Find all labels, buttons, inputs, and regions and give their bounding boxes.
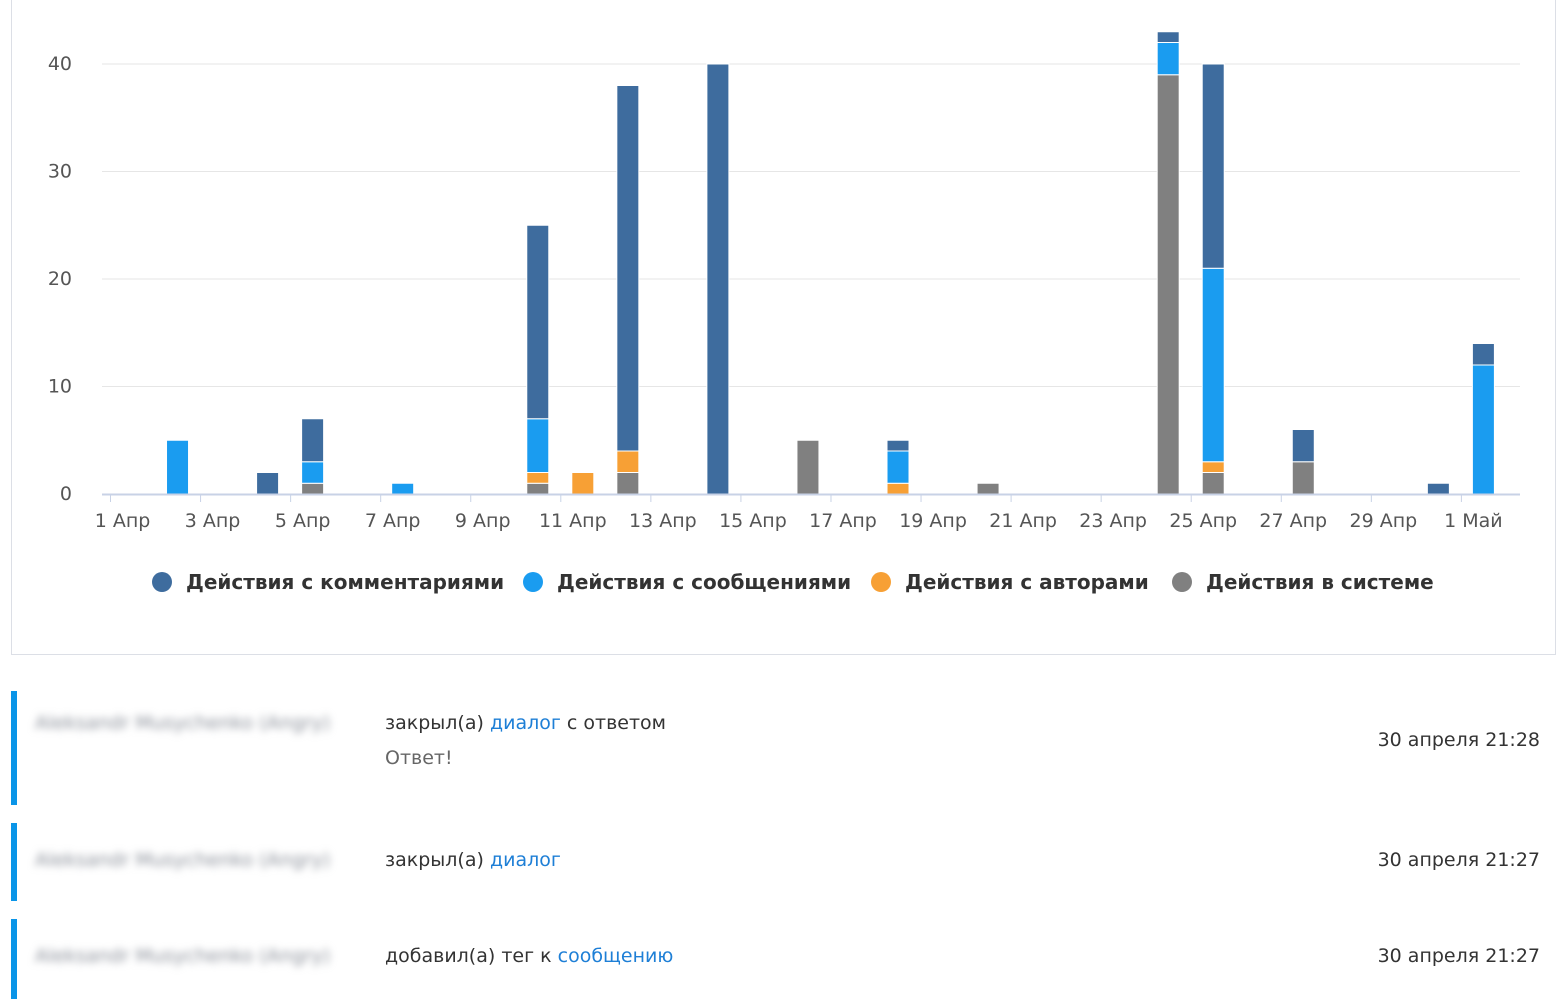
activity-feed-item[interactable]: Aleksandr Musychenko (Angry) закрыл(а) д… xyxy=(11,691,1556,805)
bar-segment xyxy=(1156,74,1180,495)
bar-segment xyxy=(256,472,280,495)
bar-segment xyxy=(1471,343,1495,366)
x-tick-label: 5 Апр xyxy=(275,510,331,532)
legend-label: Действия в системе xyxy=(1206,570,1434,594)
activity-feed-item[interactable]: Aleksandr Musychenko (Angry) добавил(а) … xyxy=(11,919,1556,999)
activity-chart-panel: 0 10 20 30 40 1 Апр 3 Апр 5 Апр 7 Апр 9 Апр 11 Апр… xyxy=(11,0,1556,655)
x-tick-label: 1 Май xyxy=(1444,510,1503,532)
x-tick-label: 15 Апр xyxy=(719,510,787,532)
feed-item-accent-bar xyxy=(11,691,17,805)
feed-action-text: закрыл(а) диалог xyxy=(385,849,561,871)
bar-segment xyxy=(526,224,550,420)
feed-action-verb: закрыл(а) xyxy=(385,849,484,871)
bar-segment xyxy=(1201,472,1225,495)
bar-segment xyxy=(1201,267,1225,463)
feed-user-name[interactable]: Aleksandr Musychenko (Angry) xyxy=(35,945,331,967)
y-tick-label: 20 xyxy=(48,268,72,290)
bar-segment xyxy=(1471,364,1495,495)
bar-segment xyxy=(1201,461,1225,473)
legend-marker xyxy=(152,572,172,592)
feed-action-text: добавил(а) тег к сообщению xyxy=(385,945,673,967)
x-tick-label: 3 Апр xyxy=(185,510,241,532)
feed-action-suffix: с ответом xyxy=(566,712,666,734)
legend-label: Действия с сообщениями xyxy=(557,570,851,594)
feed-item-timestamp: 30 апреля 21:27 xyxy=(1377,945,1540,967)
bar-segment xyxy=(526,472,550,484)
bar-segment xyxy=(886,450,910,484)
feed-user-name[interactable]: Aleksandr Musychenko (Angry) xyxy=(35,849,331,871)
x-tick-label: 17 Апр xyxy=(809,510,877,532)
x-tick-label: 7 Апр xyxy=(365,510,421,532)
bar-segment xyxy=(1156,31,1180,43)
bar-segment xyxy=(301,482,325,495)
bar-segment xyxy=(526,418,550,473)
feed-action-text: закрыл(а) диалог с ответом xyxy=(385,712,666,734)
bar-segment xyxy=(1156,42,1180,76)
bar-segment xyxy=(796,439,820,495)
legend-marker xyxy=(871,572,891,592)
legend-marker xyxy=(523,572,543,592)
bar-segment xyxy=(526,482,550,495)
bar-segment xyxy=(571,472,595,495)
bar-segment xyxy=(301,461,325,484)
activity-feed-item[interactable]: Aleksandr Musychenko (Angry) закрыл(а) д… xyxy=(11,823,1556,901)
x-tick-label: 21 Апр xyxy=(989,510,1057,532)
y-tick-label: 40 xyxy=(48,53,72,75)
feed-dialog-link[interactable]: диалог xyxy=(489,849,561,871)
feed-action-verb: закрыл(а) xyxy=(385,712,484,734)
y-tick-label: 0 xyxy=(60,483,72,505)
bar-segment xyxy=(886,482,910,495)
feed-item-timestamp: 30 апреля 21:27 xyxy=(1377,849,1540,871)
feed-item-accent-bar xyxy=(11,919,17,999)
legend-label: Действия с комментариями xyxy=(186,570,504,594)
x-tick-label: 23 Апр xyxy=(1079,510,1147,532)
feed-action-verb: добавил(а) тег к xyxy=(385,945,552,967)
bar-segment xyxy=(301,418,325,463)
bar-segment xyxy=(976,482,1000,495)
x-tick-label: 27 Апр xyxy=(1259,510,1327,532)
y-tick-label: 30 xyxy=(48,161,72,183)
bar-segment xyxy=(1291,461,1315,495)
x-tick-label: 1 Апр xyxy=(95,510,151,532)
x-tick-label: 25 Апр xyxy=(1169,510,1237,532)
bar-segment xyxy=(886,439,910,452)
feed-message-link[interactable]: сообщению xyxy=(557,945,674,967)
x-tick-label: 11 Апр xyxy=(539,510,607,532)
bar-segment xyxy=(1426,482,1450,495)
feed-dialog-link[interactable]: диалог xyxy=(489,712,561,734)
y-tick-label: 10 xyxy=(48,376,72,398)
feed-item-accent-bar xyxy=(11,823,17,901)
bar-segment xyxy=(166,439,190,495)
legend-marker xyxy=(1172,572,1192,592)
bar-segment xyxy=(706,63,730,495)
x-tick-label: 13 Апр xyxy=(629,510,697,532)
bar-segment xyxy=(1291,429,1315,463)
activity-stacked-bar-chart: 0 10 20 30 40 1 Апр 3 Апр 5 Апр 7 Апр 9 Апр 11 Апр… xyxy=(48,31,1520,594)
x-tick-label: 19 Апр xyxy=(899,510,967,532)
feed-item-detail: Ответ! xyxy=(385,747,453,769)
bar-segment xyxy=(1201,63,1225,269)
legend-label: Действия с авторами xyxy=(905,570,1149,594)
bar-segment xyxy=(616,472,640,495)
bar-segment xyxy=(616,450,640,473)
feed-item-timestamp: 30 апреля 21:28 xyxy=(1377,729,1540,751)
bar-segment xyxy=(616,85,640,452)
x-tick-label: 9 Апр xyxy=(455,510,511,532)
feed-user-name[interactable]: Aleksandr Musychenko (Angry) xyxy=(35,712,331,734)
bar-segment xyxy=(391,482,415,495)
x-tick-label: 29 Апр xyxy=(1349,510,1417,532)
